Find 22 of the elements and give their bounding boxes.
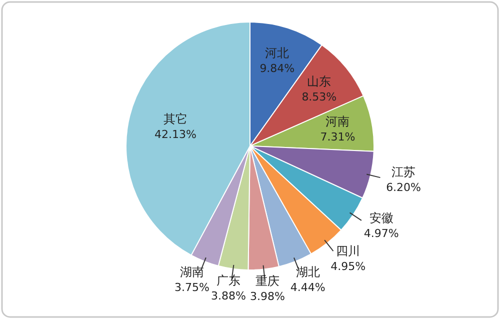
data-label: 42.13%	[154, 128, 196, 142]
data-label: 3.98%	[250, 290, 285, 304]
slice-label: 山东	[307, 74, 332, 89]
slice-label: 河南	[326, 114, 350, 128]
slice-label: 湖北	[296, 264, 320, 279]
data-label: 7.31%	[320, 130, 356, 144]
data-label: 9.84%	[260, 62, 295, 75]
data-label: 4.44%	[290, 280, 326, 294]
slice-label: 重庆	[255, 274, 280, 288]
slice-label: 江苏	[392, 164, 416, 179]
data-label: 3.75%	[174, 280, 210, 294]
slice-label: 湖南	[180, 264, 204, 279]
slice-label: 河北	[265, 46, 290, 60]
data-label: 4.97%	[364, 226, 399, 240]
slice-label: 四川	[336, 244, 360, 258]
slice-label: 其它	[163, 112, 188, 126]
slice-label: 安徽	[369, 210, 394, 225]
slice-label: 广东	[216, 274, 241, 288]
data-label: 6.20%	[386, 180, 422, 194]
data-label: 8.53%	[302, 90, 337, 104]
data-label: 3.88%	[211, 290, 246, 303]
data-label: 4.95%	[330, 260, 366, 273]
